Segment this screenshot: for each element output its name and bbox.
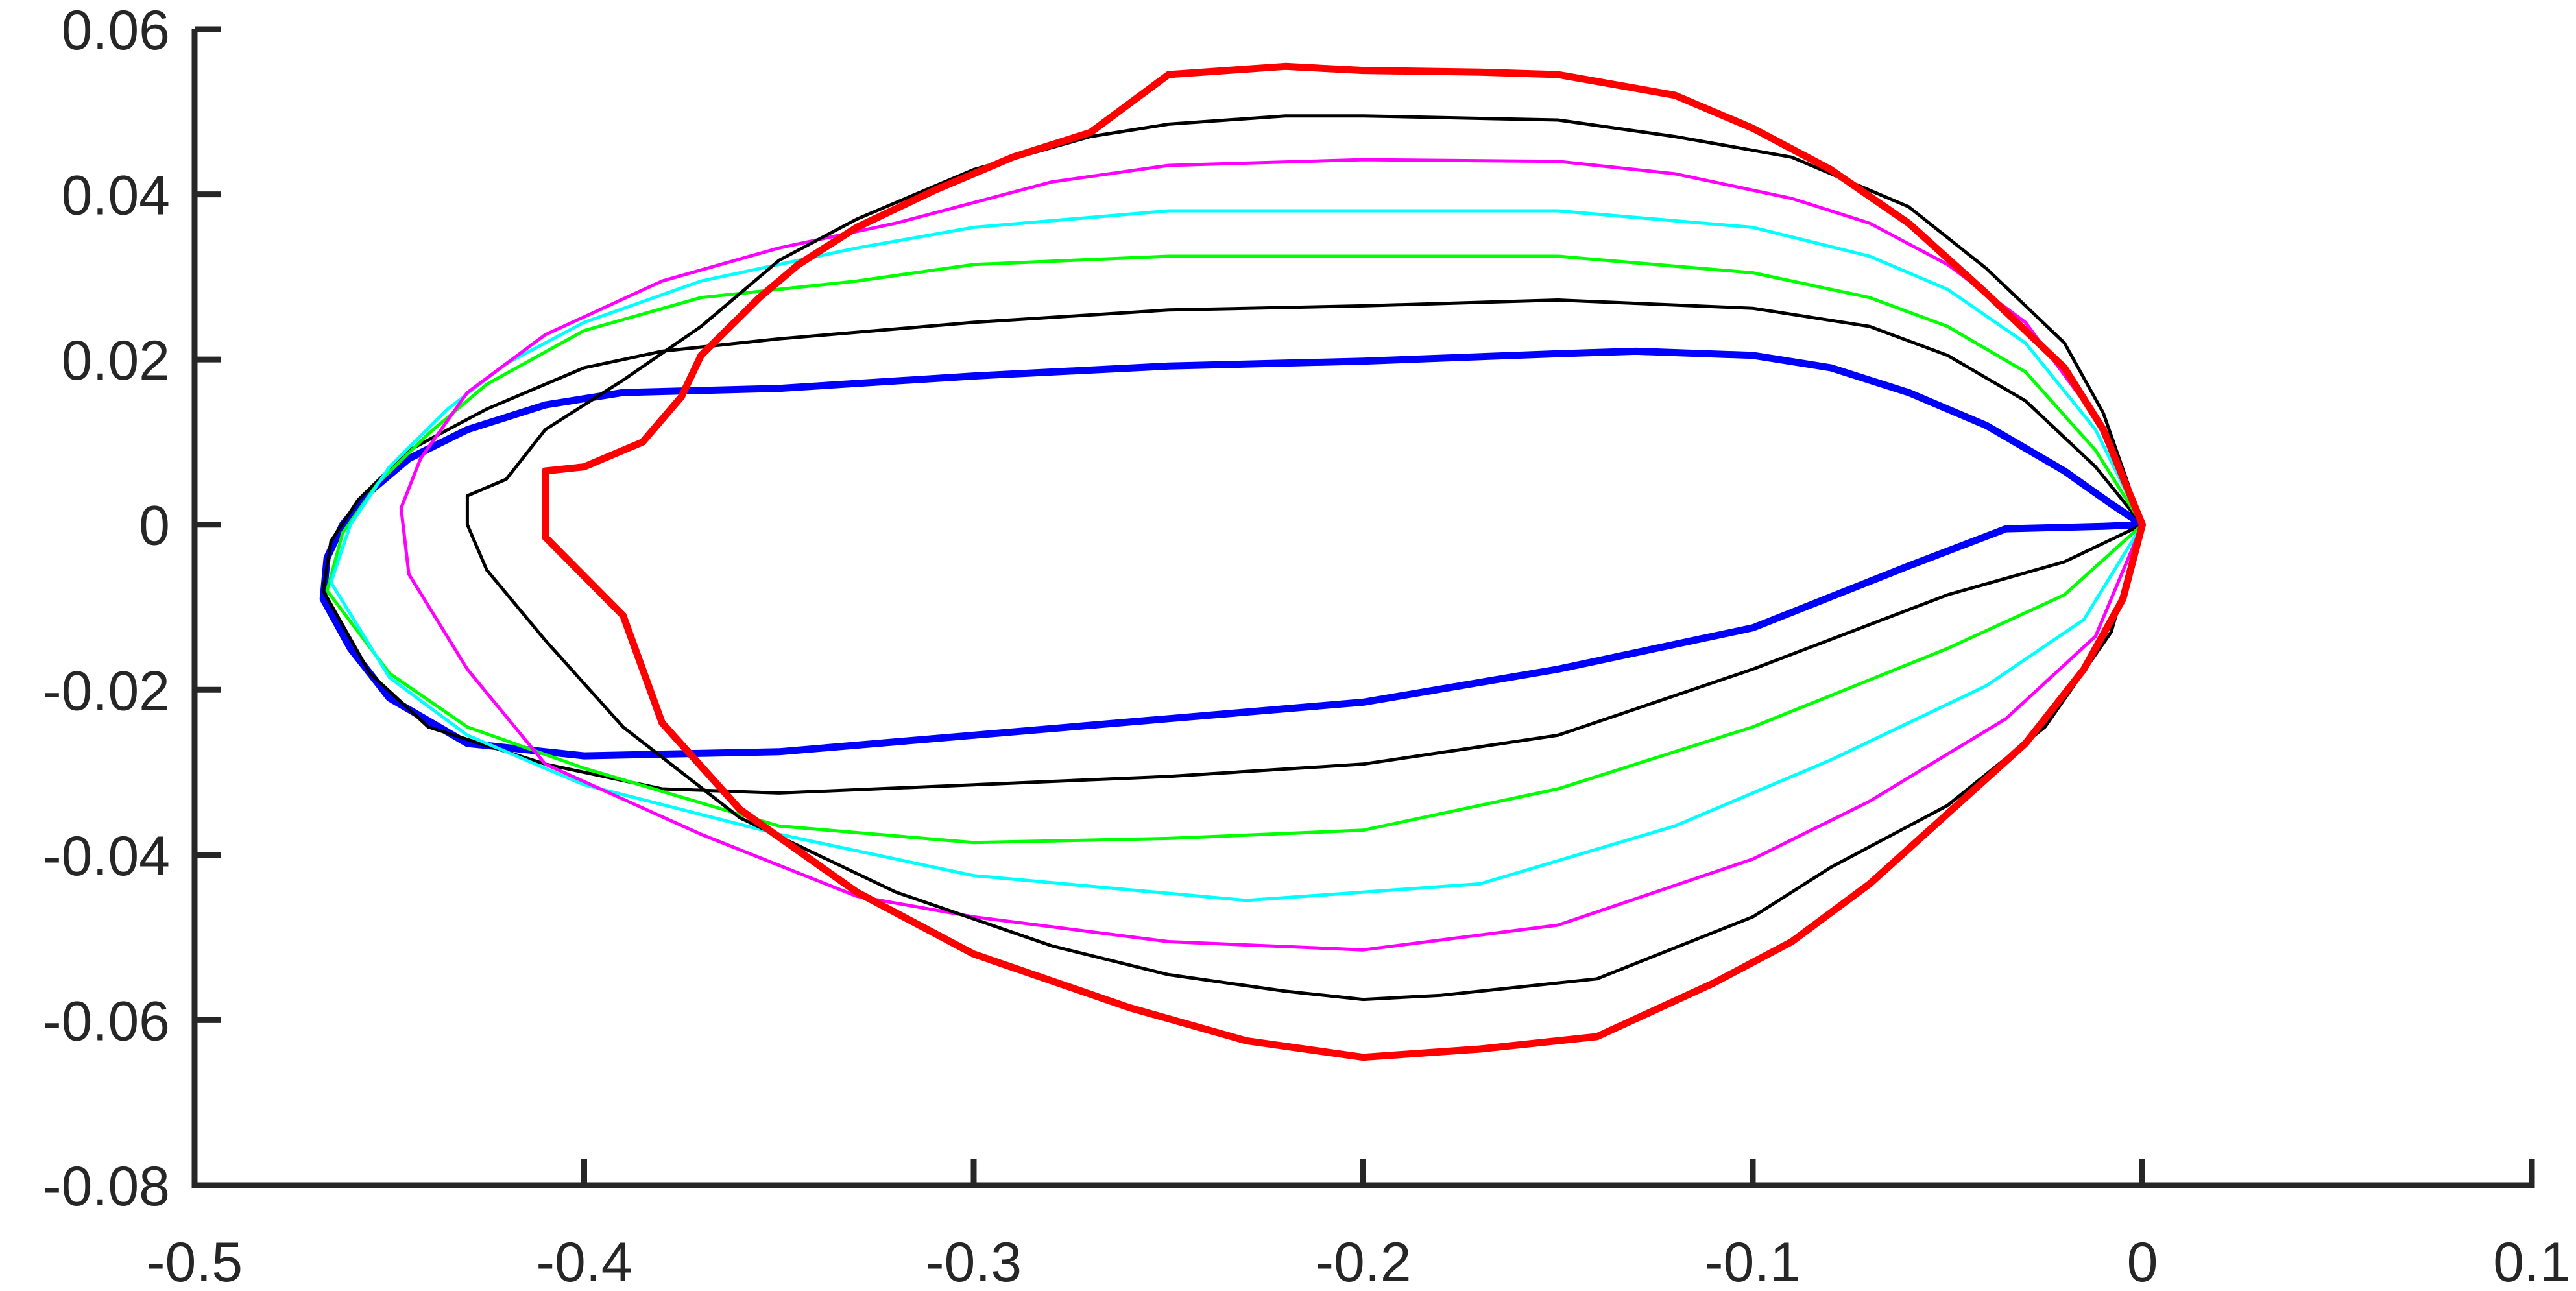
axes [191,29,2535,1188]
y-tick-label: -0.06 [43,990,170,1052]
x-tick-label: 0 [2127,1231,2158,1291]
y-tick-label: 0 [139,495,170,557]
x-axis-ticks: -0.5 -0.4 -0.3 -0.2 -0.1 0 0.1 [147,1159,2571,1291]
series-layer [319,62,2146,1061]
x-tick-label: 0.1 [2493,1231,2571,1291]
y-tick-label: 0.02 [62,330,170,392]
series-line-5 [399,158,2144,952]
y-tick-label: 0.06 [62,0,170,62]
y-tick-label: -0.02 [43,660,170,722]
x-tick-label: -0.3 [926,1231,1022,1291]
x-tick-label: -0.4 [536,1231,632,1291]
series-line-7 [542,62,2146,1061]
y-tick-label: 0.04 [62,165,170,227]
series-line-2 [321,298,2144,795]
series-line-1 [319,347,2146,760]
axis-frame [191,29,2535,1188]
y-axis-ticks: 0.06 0.04 0.02 0 -0.02 -0.04 -0.06 -0.08 [43,0,221,1218]
series-line-3 [325,254,2144,845]
series-line-4 [329,209,2144,902]
x-tick-label: -0.5 [147,1231,243,1291]
y-tick-label: -0.08 [43,1155,170,1218]
x-tick-label: -0.1 [1705,1231,1801,1291]
y-tick-label: -0.04 [43,825,170,887]
x-tick-label: -0.2 [1315,1231,1411,1291]
